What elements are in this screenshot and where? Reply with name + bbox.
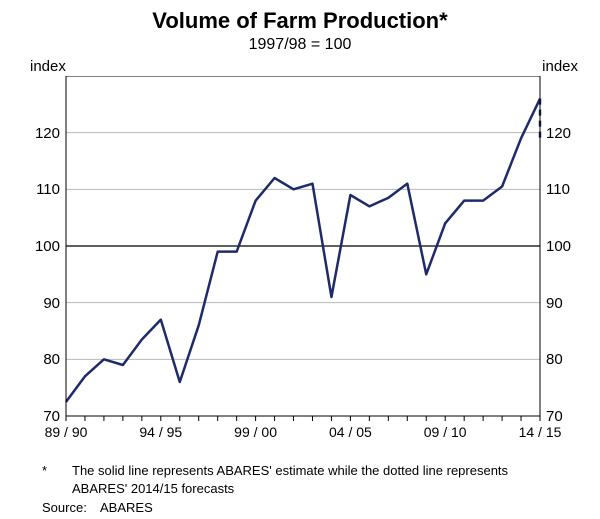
source-value: ABARES — [100, 500, 153, 515]
source-line: Source:ABARES — [42, 500, 153, 515]
y-axis-label-right: index — [542, 58, 578, 75]
chart-subtitle: 1997/98 = 100 — [0, 36, 600, 54]
footnote-marker: * — [42, 462, 72, 480]
footnote: *The solid line represents ABARES' estim… — [42, 462, 552, 497]
source-label: Source: — [42, 500, 100, 515]
footnote-text: The solid line represents ABARES' estima… — [72, 462, 552, 497]
chart-title: Volume of Farm Production* — [0, 0, 600, 34]
y-axis-label-left: index — [30, 58, 66, 75]
plot-svg — [20, 76, 586, 456]
chart-area: index index 708090100110120 708090100110… — [20, 62, 580, 442]
